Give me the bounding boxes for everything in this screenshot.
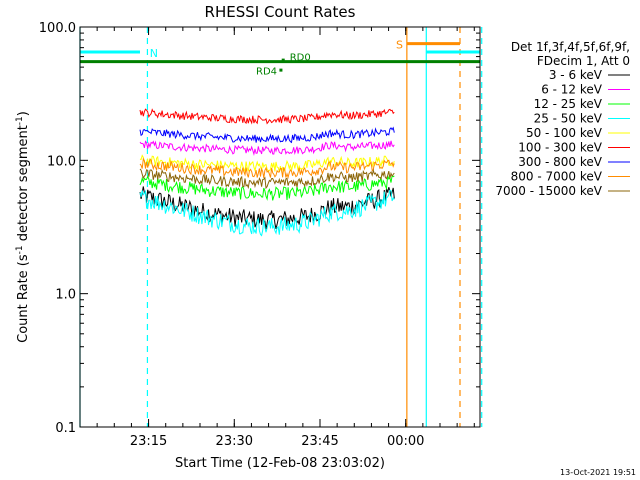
legend-header-line2: FDecim 1, Att 0 (537, 54, 630, 68)
series-line-4 (139, 154, 395, 174)
rd0-marker (281, 58, 285, 62)
plot-area: N S RD0 RD4 (79, 27, 483, 427)
rd4-label: RD4 (256, 67, 277, 78)
series-line-5 (139, 108, 395, 125)
y-tick-label-1: 1.0 (55, 288, 76, 303)
saa-label: S (396, 39, 403, 52)
x-tick-label-3: 00:00 (387, 434, 424, 449)
legend: Det 1f,3f,4f,5f,6f,9f, FDecim 1, Att 0 3… (495, 40, 630, 198)
series-line-3 (139, 189, 395, 237)
legend-label-2: 12 - 25 keV (534, 97, 603, 111)
axes: 0.1 1.0 10.0 100.0 23:15 23:30 23:45 00:00 (39, 21, 480, 449)
night-label: N (150, 47, 158, 60)
y-axis-label-mid: detector segment (16, 125, 31, 245)
y-tick-label-2: 10.0 (47, 154, 76, 169)
y-axis-label-sup2: -1 (15, 116, 25, 125)
rd4-marker (279, 68, 283, 72)
series-line-2 (139, 174, 395, 201)
x-tick-label-2: 23:45 (301, 434, 338, 449)
y-axis-label-sup1: -1 (15, 245, 25, 254)
plot-frame (79, 26, 481, 428)
y-axis-label: Count Rate (s-1 detector segment-1) (15, 111, 31, 343)
x-tick-label-1: 23:30 (216, 434, 253, 449)
legend-label-6: 300 - 800 keV (518, 155, 602, 169)
legend-label-5: 100 - 300 keV (518, 141, 602, 155)
series-line-8 (139, 168, 395, 190)
legend-label-4: 50 - 100 keV (526, 126, 603, 140)
x-axis-label: Start Time (12-Feb-08 23:03:02) (175, 456, 385, 471)
series-line-6 (139, 126, 395, 144)
series-line-7 (139, 157, 395, 180)
x-tick-label-0: 23:15 (130, 434, 167, 449)
y-axis-label-main: Count Rate (s (16, 254, 31, 343)
series-line-1 (139, 140, 395, 156)
legend-label-1: 6 - 12 keV (541, 83, 603, 97)
y-tick-label-0: 0.1 (55, 421, 76, 436)
legend-label-0: 3 - 6 keV (549, 68, 603, 82)
legend-label-3: 25 - 50 keV (534, 112, 603, 126)
chart-title: RHESSI Count Rates (205, 3, 356, 21)
rd0-label: RD0 (290, 53, 311, 64)
footer-timestamp: 13-Oct-2021 19:51 (560, 468, 636, 477)
legend-label-8: 7000 - 15000 keV (495, 184, 602, 198)
y-tick-label-3: 100.0 (39, 21, 76, 36)
y-axis-label-end: ) (16, 111, 31, 116)
legend-header-line1: Det 1f,3f,4f,5f,6f,9f, (511, 40, 630, 54)
legend-label-7: 800 - 7000 keV (511, 170, 603, 184)
